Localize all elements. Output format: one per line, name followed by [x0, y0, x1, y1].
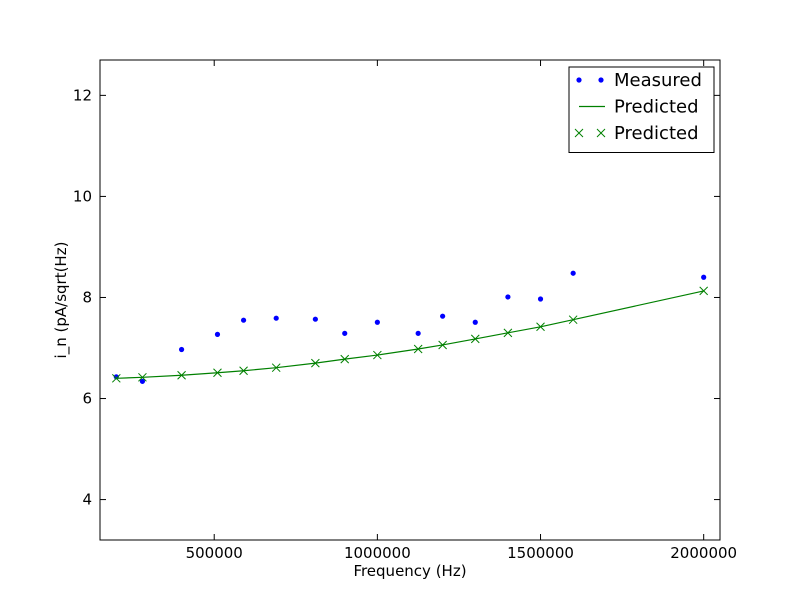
- predicted-x-marker-stroke-b: [271, 363, 281, 373]
- predicted-x-marker-stroke-b: [536, 322, 545, 332]
- measured-point: [701, 274, 707, 280]
- predicted-x-marker: [503, 328, 513, 338]
- y-tick-label: 6: [82, 390, 92, 408]
- legend-label: Measured: [614, 70, 702, 91]
- predicted-x-marker-stroke-b: [470, 334, 480, 344]
- y-tick-label: 4: [82, 491, 92, 509]
- series-1-group: [116, 290, 704, 379]
- legend-x-marker-stroke-b: [596, 128, 606, 138]
- predicted-x-marker-stroke-b: [503, 328, 513, 338]
- legend-label: Predicted: [614, 123, 699, 144]
- predicted-x-marker: [413, 344, 423, 354]
- predicted-line: [116, 290, 704, 379]
- x-axis-label: Frequency (Hz): [353, 562, 466, 580]
- predicted-x-marker: [373, 350, 382, 360]
- legend-label: Predicted: [614, 97, 699, 118]
- legend-dot-marker: [598, 77, 604, 83]
- predicted-x-marker: [438, 340, 447, 350]
- measured-point: [570, 270, 576, 276]
- measured-point: [440, 313, 446, 319]
- predicted-x-marker: [111, 373, 121, 383]
- x-tick-label: 1500000: [507, 544, 574, 562]
- predicted-x-marker-stroke-b: [568, 315, 578, 325]
- y-tick-label: 12: [73, 86, 92, 104]
- plot-frame: [99, 59, 721, 541]
- legend-x-marker: [574, 128, 584, 138]
- measured-point: [273, 315, 279, 321]
- legend-x-marker: [596, 128, 606, 138]
- measured-point: [240, 317, 247, 323]
- predicted-x-marker-stroke-b: [340, 354, 350, 364]
- legend-entry: Predicted: [579, 97, 699, 118]
- y-tick-label: 10: [73, 187, 92, 205]
- predicted-x-marker: [213, 368, 222, 378]
- data-series: [111, 270, 709, 384]
- measured-point: [139, 378, 146, 384]
- legend-dot-marker: [576, 77, 582, 83]
- predicted-x-marker: [271, 363, 281, 373]
- predicted-x-marker: [177, 370, 186, 380]
- y-tick-label: 8: [82, 288, 92, 306]
- measured-point: [374, 319, 380, 325]
- predicted-x-marker: [311, 358, 320, 368]
- legend: Measured Predicted Predicted: [568, 66, 715, 153]
- x-tick-label: 1000000: [344, 544, 411, 562]
- measured-point: [342, 330, 348, 336]
- legend-x-marker-stroke-b: [574, 128, 584, 138]
- predicted-x-marker: [138, 372, 147, 382]
- predicted-x-marker-stroke-b: [138, 372, 147, 382]
- legend-entry: Measured: [576, 70, 702, 91]
- predicted-x-marker-stroke-b: [239, 366, 248, 376]
- predicted-x-marker: [239, 366, 248, 376]
- x-tick-label: 2000000: [670, 544, 737, 562]
- axis-ticks: 500000 1000000 1500000 2000000 4 6 8 10 12: [73, 60, 737, 562]
- predicted-x-marker: [568, 315, 578, 325]
- predicted-x-marker-stroke-b: [413, 344, 423, 354]
- x-tick-label: 500000: [186, 544, 243, 562]
- predicted-x-marker-stroke-b: [373, 350, 382, 360]
- predicted-x-marker: [536, 322, 545, 332]
- predicted-x-marker-stroke-b: [699, 286, 709, 296]
- predicted-x-marker-stroke-b: [177, 370, 186, 380]
- legend-entry: Predicted: [574, 123, 699, 144]
- y-axis-label: i_n (pA/sqrt(Hz): [52, 242, 71, 359]
- predicted-x-marker-stroke-b: [438, 340, 447, 350]
- measured-point: [415, 330, 421, 336]
- measured-point: [505, 294, 511, 300]
- measured-point: [472, 319, 478, 325]
- predicted-x-marker-stroke-b: [213, 368, 222, 378]
- predicted-x-marker-stroke-b: [111, 373, 121, 383]
- predicted-x-marker-stroke-b: [311, 358, 320, 368]
- measured-point: [178, 346, 185, 353]
- predicted-x-marker: [470, 334, 480, 344]
- measured-point: [537, 296, 544, 302]
- measured-point: [214, 331, 221, 337]
- predicted-x-marker: [340, 354, 350, 364]
- series-2-group: [111, 286, 709, 383]
- measured-point: [312, 316, 318, 322]
- legend-box: [568, 66, 715, 153]
- predicted-x-marker: [699, 286, 709, 296]
